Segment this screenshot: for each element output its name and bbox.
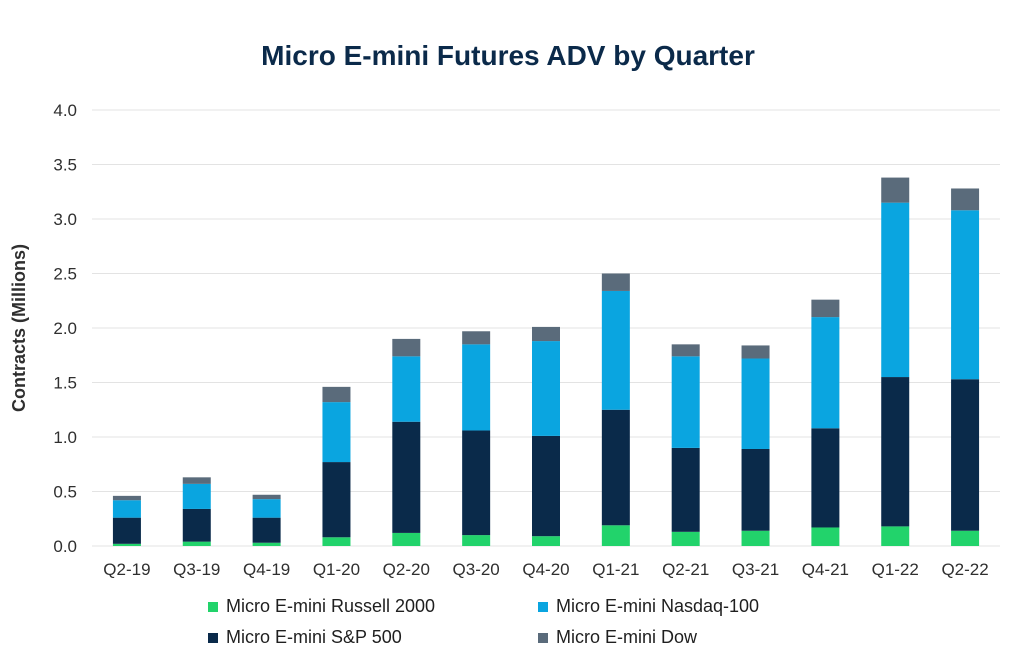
bar-segment [741,358,770,449]
bar-segment [601,409,630,526]
y-tick-label: 3.0 [53,210,77,229]
x-tick-label: Q3-21 [732,560,779,579]
bar-segment [112,495,141,501]
bar-segment [322,402,351,463]
bar-segment [462,331,491,345]
bar-segment [671,356,700,448]
y-tick-label: 2.0 [53,319,77,338]
bar-segment [951,530,980,546]
bar-segment [322,462,351,538]
bar-segment [532,536,560,546]
legend-item: Micro E-mini Russell 2000 [208,596,538,617]
bar-segment [392,532,421,546]
bar-segment [182,477,211,484]
legend-swatch [208,632,218,643]
y-tick-labels: 0.0 0.5 1.0 1.5 2.0 2.5 3.0 3.5 4.0 [53,101,77,556]
bar-segment [881,202,910,378]
y-tick-label: 1.5 [53,374,77,393]
y-tick-label: 2.5 [53,265,77,284]
x-tick-label: Q4-19 [243,560,290,579]
y-tick-label: 1.0 [53,428,77,447]
bar-segment [741,345,770,359]
bar-segment [951,210,980,380]
x-tick-labels: Q2-19 Q3-19 Q4-19 Q1-20 Q2-20 Q3-20 Q4-20 Q1-21… [103,560,988,579]
bar-segment [811,299,840,318]
x-tick-label: Q1-22 [872,560,919,579]
bar-segment [881,177,910,203]
bar-segment [601,290,630,410]
bar-segment [532,341,560,436]
bar-segment [112,500,141,518]
bar-segment [462,344,491,431]
bar-segment [532,435,560,537]
bar-segment [322,537,351,546]
bar-segment [951,379,980,531]
x-tick-label: Q2-19 [103,560,150,579]
bars [112,177,980,546]
bar-segment [741,530,770,546]
y-tick-label: 3.5 [53,156,77,175]
legend-item: Micro E-mini S&P 500 [208,627,538,648]
x-tick-label: Q1-20 [313,560,360,579]
legend-label: Micro E-mini Dow [556,627,698,647]
bar-segment [671,447,700,532]
chart-title: Micro E-mini Futures ADV by Quarter [261,40,755,71]
bar-segment [811,428,840,528]
bar-segment [532,326,560,342]
bar-segment [811,527,840,546]
legend-label: Micro E-mini S&P 500 [226,627,402,647]
bar-segment [671,344,700,357]
bar-segment [811,317,840,429]
bar-segment [671,531,700,546]
bar-segment [322,386,351,403]
bar-segment [462,535,491,546]
bar-segment [741,448,770,531]
legend-swatch [538,632,548,643]
bar-segment [182,541,211,546]
x-tick-label: Q3-20 [453,560,500,579]
legend-swatch [208,601,218,612]
legend-item: Micro E-mini Dow [538,627,848,648]
bar-segment [252,494,281,500]
bar-segment [252,517,281,543]
x-tick-label: Q4-21 [802,560,849,579]
bar-segment [392,356,421,422]
bar-segment [601,273,630,291]
y-axis-title: Contracts (Millions) [9,244,29,412]
bar-segment [601,525,630,546]
x-tick-label: Q3-19 [173,560,220,579]
x-tick-label: Q4-20 [522,560,569,579]
bar-segment [182,508,211,542]
y-tick-label: 4.0 [53,101,77,120]
legend: Micro E-mini Russell 2000 Micro E-mini Na… [208,596,848,648]
legend-label: Micro E-mini Russell 2000 [226,596,436,616]
y-tick-label: 0.0 [53,537,77,556]
bar-segment [392,338,421,357]
x-tick-label: Q2-20 [383,560,430,579]
bar-segment [881,377,910,527]
legend-label: Micro E-mini Nasdaq-100 [556,596,760,616]
legend-swatch [538,601,548,612]
bar-segment [462,430,491,536]
bar-segment [112,543,141,546]
legend-item: Micro E-mini Nasdaq-100 [538,596,848,617]
bar-segment [112,517,141,544]
bar-segment [881,526,910,546]
x-tick-label: Q2-22 [941,560,988,579]
bar-segment [392,421,421,533]
bar-segment [252,542,281,546]
bar-segment [252,499,281,518]
y-tick-label: 0.5 [53,483,77,502]
chart-svg: 0.0 0.5 1.0 1.5 2.0 2.5 3.0 3.5 4.0 Q2-19 Q3-19 Q4… [9,101,1000,579]
x-tick-label: Q1-21 [592,560,639,579]
bar-segment [951,188,980,211]
bar-segment [182,483,211,509]
x-tick-label: Q2-21 [662,560,709,579]
